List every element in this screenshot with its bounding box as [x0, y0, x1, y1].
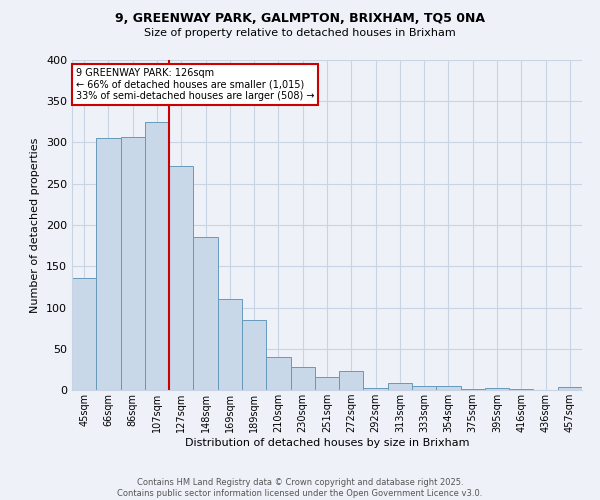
Bar: [388, 382, 412, 390]
Bar: [96, 138, 121, 390]
Text: 9 GREENWAY PARK: 126sqm
← 66% of detached houses are smaller (1,015)
33% of semi: 9 GREENWAY PARK: 126sqm ← 66% of detache…: [76, 68, 314, 102]
Text: Size of property relative to detached houses in Brixham: Size of property relative to detached ho…: [144, 28, 456, 38]
Bar: [412, 386, 436, 390]
Bar: [461, 389, 485, 390]
Bar: [218, 299, 242, 390]
Bar: [558, 386, 582, 390]
Y-axis label: Number of detached properties: Number of detached properties: [31, 138, 40, 312]
Bar: [193, 238, 218, 390]
X-axis label: Distribution of detached houses by size in Brixham: Distribution of detached houses by size …: [185, 438, 469, 448]
Text: Contains HM Land Registry data © Crown copyright and database right 2025.
Contai: Contains HM Land Registry data © Crown c…: [118, 478, 482, 498]
Bar: [364, 388, 388, 390]
Bar: [72, 278, 96, 390]
Bar: [339, 371, 364, 390]
Bar: [169, 166, 193, 390]
Bar: [509, 389, 533, 390]
Text: 9, GREENWAY PARK, GALMPTON, BRIXHAM, TQ5 0NA: 9, GREENWAY PARK, GALMPTON, BRIXHAM, TQ5…: [115, 12, 485, 26]
Bar: [266, 357, 290, 390]
Bar: [315, 377, 339, 390]
Bar: [485, 388, 509, 390]
Bar: [290, 367, 315, 390]
Bar: [436, 386, 461, 390]
Bar: [121, 136, 145, 390]
Bar: [242, 320, 266, 390]
Bar: [145, 122, 169, 390]
